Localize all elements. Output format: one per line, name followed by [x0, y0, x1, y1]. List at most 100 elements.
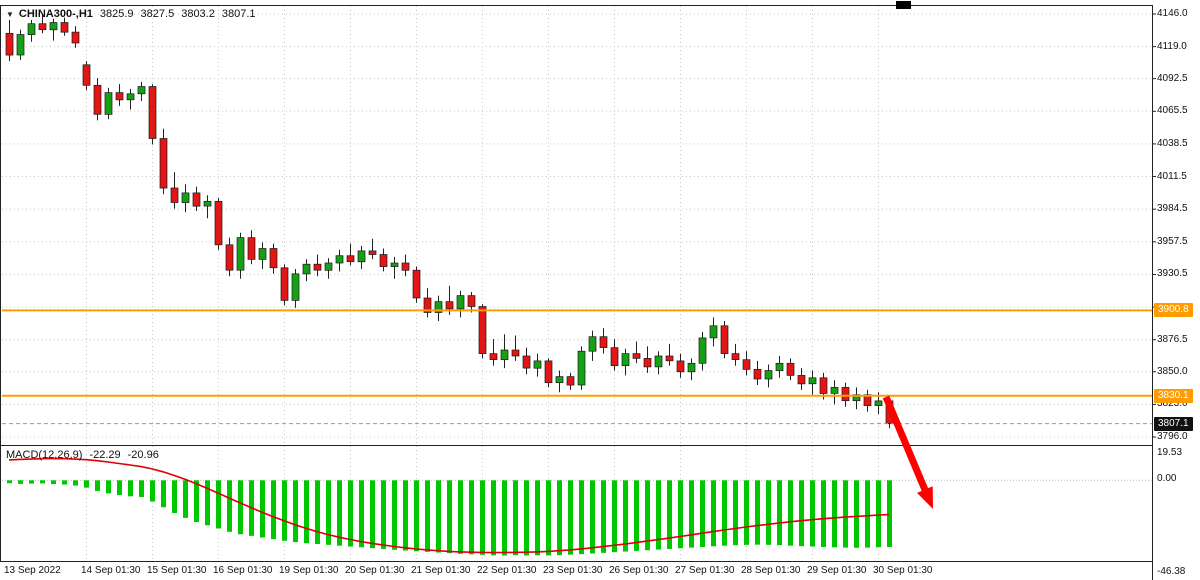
candle-bearish	[269, 248, 278, 269]
candle-bearish	[170, 187, 179, 203]
candle-bearish	[489, 353, 498, 360]
macd-histogram-bar	[689, 480, 694, 548]
candle-bullish	[390, 262, 399, 267]
macd-histogram-bar	[172, 480, 177, 513]
macd-histogram-bar	[788, 480, 793, 546]
macd-histogram-bar	[381, 480, 386, 549]
candle-bearish	[511, 349, 520, 357]
candle-bearish	[742, 359, 751, 370]
candle-bearish	[797, 375, 806, 385]
candle-bullish	[434, 301, 443, 313]
macd-histogram-bar	[821, 480, 826, 547]
macd-histogram-bar	[645, 480, 650, 551]
macd-histogram-bar	[128, 480, 133, 497]
candle-bearish	[280, 267, 289, 301]
macd-histogram-bar	[766, 480, 771, 545]
macd-histogram-bar	[810, 480, 815, 547]
ohlc-close: 3807.1	[221, 8, 256, 20]
macd-histogram-bar	[7, 480, 12, 484]
candle-bullish	[456, 295, 465, 310]
macd-histogram-bar	[29, 480, 34, 484]
candle-bullish	[852, 394, 861, 402]
candle-bullish	[126, 93, 135, 101]
candle-bullish	[775, 362, 784, 371]
macd-histogram-bar	[370, 480, 375, 549]
macd-histogram-bar	[568, 480, 573, 555]
candle-bullish	[874, 400, 883, 406]
candle-bearish	[148, 86, 157, 139]
macd-histogram-bar	[315, 480, 320, 545]
macd-histogram-bar	[700, 480, 705, 547]
candle-bearish	[93, 84, 102, 115]
macd-histogram-bar	[590, 480, 595, 554]
macd-histogram-bar	[436, 480, 441, 553]
candle-bearish	[610, 347, 619, 367]
macd-histogram-bar	[359, 480, 364, 548]
macd-histogram-bar	[227, 480, 232, 532]
candle-bullish	[830, 387, 839, 394]
macd-histogram-bar	[777, 480, 782, 546]
macd-histogram-bar	[876, 480, 881, 548]
macd-histogram-bar	[95, 480, 100, 491]
macd-histogram-bar	[216, 480, 221, 529]
macd-histogram-bar	[84, 480, 89, 488]
macd-histogram-bar	[161, 480, 166, 508]
macd-histogram-bar	[491, 480, 496, 556]
candle-bullish	[137, 86, 146, 95]
ohlc-open: 3825.9	[99, 8, 134, 20]
candle-bearish	[643, 358, 652, 368]
macd-histogram-bar	[755, 480, 760, 545]
candle-bearish	[379, 254, 388, 267]
candle-bearish	[753, 368, 762, 380]
candle-bearish	[786, 362, 795, 376]
candle-bearish	[401, 262, 410, 271]
macd-histogram-bar	[612, 480, 617, 553]
candle-bullish	[291, 273, 300, 301]
macd-histogram-bar	[117, 480, 122, 496]
candle-bullish	[533, 360, 542, 369]
macd-histogram-bar	[535, 480, 540, 556]
candle-bullish	[698, 337, 707, 364]
macd-histogram-bar	[458, 480, 463, 554]
candle-bearish	[412, 269, 421, 299]
candle-bullish	[621, 353, 630, 367]
symbol-dropdown-icon[interactable]: ▼	[6, 9, 14, 19]
chart-title: ▼ CHINA300-,H1 3825.9 3827.5 3803.2 3807…	[6, 8, 256, 20]
candle-bullish	[764, 370, 773, 380]
macd-histogram-bar	[711, 480, 716, 547]
candle-bullish	[104, 92, 113, 115]
macd-signal-line	[8, 457, 890, 554]
candle-bearish	[225, 244, 234, 271]
macd-histogram-bar	[238, 480, 243, 535]
candle-bullish	[203, 200, 212, 207]
macd-histogram-bar	[843, 480, 848, 548]
main-pane-border	[0, 5, 1153, 446]
candle-bearish	[841, 387, 850, 402]
candle-bullish	[654, 355, 663, 368]
macd-histogram-bar	[73, 480, 78, 486]
candle-bearish	[445, 301, 454, 310]
hline-badge-upper: 3900.8	[1154, 303, 1193, 318]
macd-histogram-bar	[403, 480, 408, 551]
macd-histogram-bar	[854, 480, 859, 548]
candle-bullish	[27, 23, 36, 35]
candle-bearish	[467, 295, 476, 307]
trend-arrow-shaft	[882, 395, 929, 491]
candle-bullish	[687, 362, 696, 373]
candle-bullish	[808, 377, 817, 385]
macd-histogram-bar	[271, 480, 276, 540]
macd-histogram-bar	[832, 480, 837, 548]
macd-histogram-bar	[106, 480, 111, 494]
candle-bearish	[192, 192, 201, 207]
macd-histogram-bar	[425, 480, 430, 552]
macd-histogram-bar	[887, 480, 892, 547]
macd-histogram-bar	[40, 480, 45, 484]
macd-histogram-bar	[51, 480, 56, 485]
macd-histogram-bar	[623, 480, 628, 552]
macd-histogram-bar	[205, 480, 210, 526]
candle-bearish	[863, 394, 872, 406]
macd-histogram-bar	[392, 480, 397, 550]
macd-histogram-bar	[546, 480, 551, 556]
